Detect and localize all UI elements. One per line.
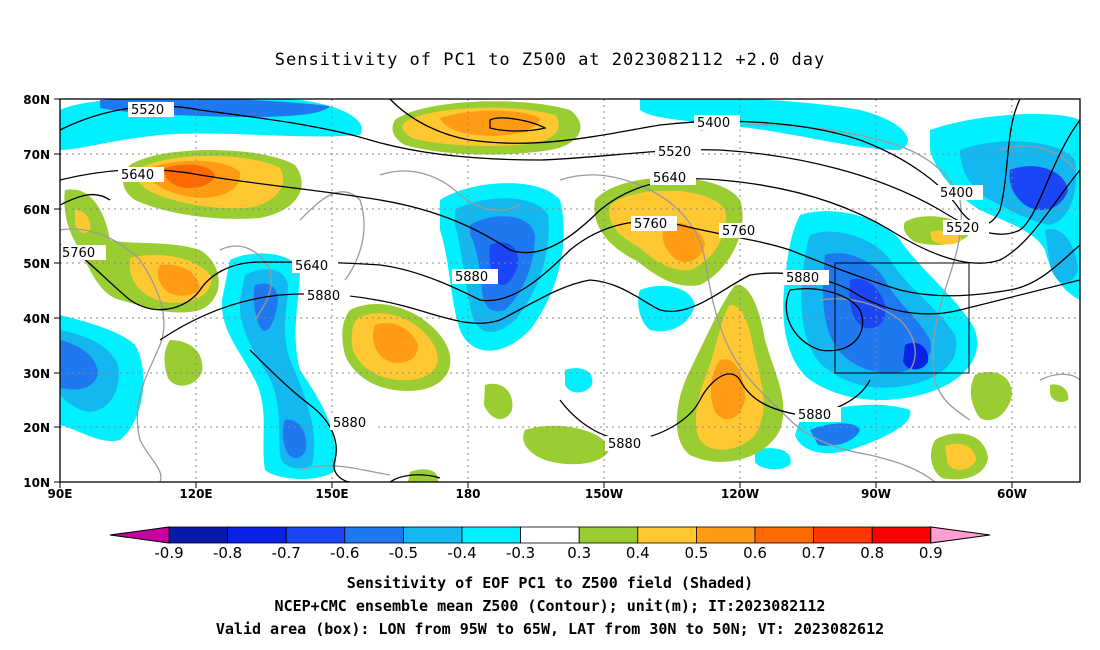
shade-pos-hawaii	[484, 383, 513, 420]
lon-label: 90E	[48, 487, 73, 501]
lat-label: 20N	[23, 421, 50, 435]
colorbar-tick-label: 0.9	[919, 544, 943, 562]
lat-label: 50N	[23, 257, 50, 271]
contour-label: 5880	[798, 408, 831, 423]
lat-label: 80N	[23, 93, 50, 107]
lon-label: 60W	[997, 487, 1027, 501]
contour-label: 5880	[333, 416, 366, 431]
contour-label: 5640	[295, 259, 328, 274]
valid-area-box	[834, 262, 970, 374]
contour-label: 5760	[634, 217, 667, 232]
colorbar-swatch	[344, 526, 404, 544]
colorbar-under-arrow	[109, 526, 170, 544]
lon-label: 90W	[861, 487, 891, 501]
colorbar-tick-label: -0.6	[330, 544, 359, 562]
contour-label: 5760	[62, 246, 95, 261]
contour-5640	[60, 168, 1080, 264]
contour-label: 5640	[121, 168, 154, 183]
lon-label: 150E	[315, 487, 348, 501]
contour-5880-south	[249, 349, 351, 482]
colorbar-tick-label: -0.7	[272, 544, 301, 562]
contour-label: 5400	[697, 116, 730, 131]
colorbar-tick-label: -0.8	[213, 544, 242, 562]
contour-label: 5400	[940, 186, 973, 201]
contour-labels: 5520 5400 5520 5640 5400 5640 5520 5760 …	[60, 102, 989, 452]
colorbar-swatch	[461, 526, 521, 544]
axis-ticks	[54, 98, 1013, 488]
colorbar-swatch	[754, 526, 814, 544]
contour-label: 5520	[946, 221, 979, 236]
colorbar-tick-label: -0.4	[447, 544, 476, 562]
contour-5400	[389, 99, 1021, 226]
colorbar-tick-label: 0.8	[860, 544, 884, 562]
colorbar-swatch	[813, 526, 873, 544]
contour-5760	[60, 220, 1080, 311]
colorbar-tick-label: 0.6	[743, 544, 767, 562]
colorbar-tick-label: 0.5	[684, 544, 708, 562]
colorbar-tick-label: -0.3	[506, 544, 535, 562]
colorbar-swatch	[520, 526, 580, 544]
colorbar-swatch	[637, 526, 697, 544]
plot-title: Sensitivity of PC1 to Z500 at 2023082112…	[274, 50, 826, 70]
contour-label: 5880	[455, 270, 488, 285]
lat-label: 30N	[23, 367, 50, 381]
latitude-labels: 80N 70N 60N 50N 40N 30N 20N 10N	[23, 93, 50, 490]
coastlines	[60, 124, 1080, 482]
caption-line-3: Valid area (box): LON from 95W to 65W, L…	[215, 620, 885, 638]
colorbar: -0.9 -0.8 -0.7 -0.6 -0.5 -0.4 -0.3 0.3 0.4 0.5 0.6…	[109, 526, 991, 562]
contour-label: 5880	[786, 271, 819, 286]
colorbar-swatch	[227, 526, 287, 544]
lon-label: 120W	[721, 487, 759, 501]
colorbar-swatch	[696, 526, 756, 544]
colorbar-swatch	[285, 526, 346, 544]
contour-5640-closed	[489, 117, 547, 132]
longitude-labels: 90E 120E 150E 180 150W 120W 90W 60W	[48, 487, 1027, 501]
contour-label: 5520	[658, 145, 691, 160]
colorbar-swatch	[578, 526, 639, 544]
graticule	[60, 99, 1080, 482]
colorbar-tick-label: -0.5	[389, 544, 418, 562]
colorbar-swatch	[168, 526, 228, 544]
caption-line-1: Sensitivity of EOF PC1 to Z500 field (Sh…	[346, 574, 754, 592]
lat-label: 10N	[23, 476, 50, 490]
lon-label: 180	[455, 487, 480, 501]
contour-label: 5880	[307, 289, 340, 304]
lon-label: 120E	[179, 487, 212, 501]
lat-label: 40N	[23, 312, 50, 326]
colorbar-tick-label: 0.7	[802, 544, 826, 562]
colorbar-swatch	[402, 526, 463, 544]
contour-label: 5520	[131, 103, 164, 118]
plot-frame	[59, 98, 1081, 483]
contour-5520-west	[60, 105, 1080, 235]
contour-label: 5760	[722, 224, 755, 239]
lat-label: 70N	[23, 148, 50, 162]
lon-label: 150W	[585, 487, 623, 501]
colorbar-tick-label: -0.9	[154, 544, 183, 562]
shade-neg-gulf-alaska	[638, 285, 695, 332]
colorbar-swatch	[871, 526, 932, 544]
contour-label: 5880	[608, 437, 641, 452]
colorbar-tick-label: 0.3	[567, 544, 591, 562]
colorbar-over-arrow	[930, 526, 991, 544]
lat-label: 60N	[23, 203, 50, 217]
contour-label: 5640	[653, 171, 686, 186]
colorbar-tick-label: 0.4	[626, 544, 650, 562]
caption-line-2: NCEP+CMC ensemble mean Z500 (Contour); u…	[274, 597, 826, 615]
